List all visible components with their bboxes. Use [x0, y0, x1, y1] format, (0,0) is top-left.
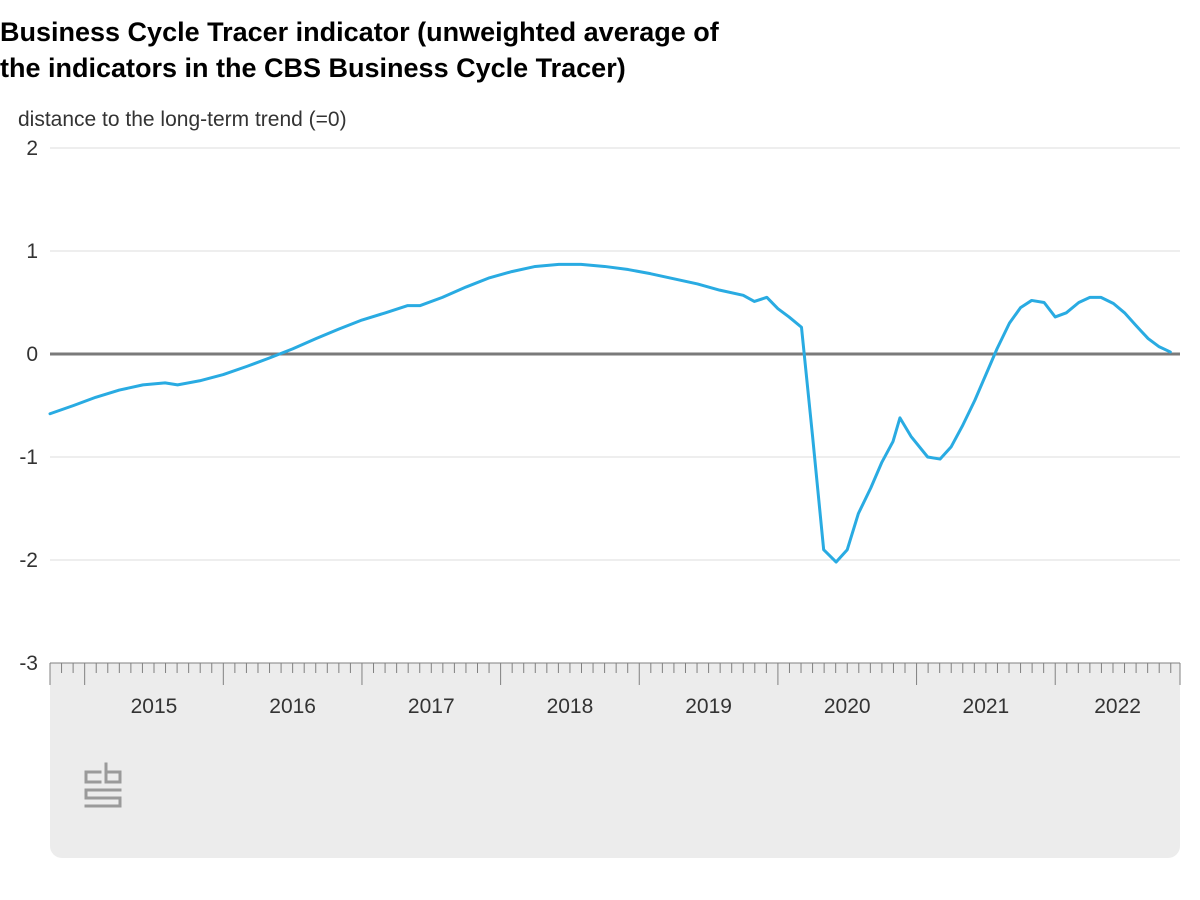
x-tick-label: 2021 [963, 695, 1010, 718]
x-tick-label: 2018 [547, 695, 594, 718]
y-tick-label: 0 [26, 343, 38, 366]
series-line [50, 264, 1170, 562]
x-tick-label: 2016 [269, 695, 316, 718]
y-tick-label: -1 [19, 446, 38, 469]
x-tick-label: 2017 [408, 695, 455, 718]
x-tick-label: 2015 [131, 695, 178, 718]
line-chart: -3 -2 -1 0 1 2 2015 2016 2017 2018 2019 2020 2021 202… [0, 0, 1200, 900]
y-tick-label: -3 [19, 652, 38, 675]
cbs-logo-icon [86, 764, 120, 806]
y-tick-label: 2 [26, 137, 38, 160]
y-tick-label: -2 [19, 549, 38, 572]
x-tick-label: 2022 [1094, 695, 1141, 718]
x-tick-label: 2019 [685, 695, 732, 718]
y-tick-label: 1 [26, 240, 38, 263]
x-tick-label: 2020 [824, 695, 871, 718]
